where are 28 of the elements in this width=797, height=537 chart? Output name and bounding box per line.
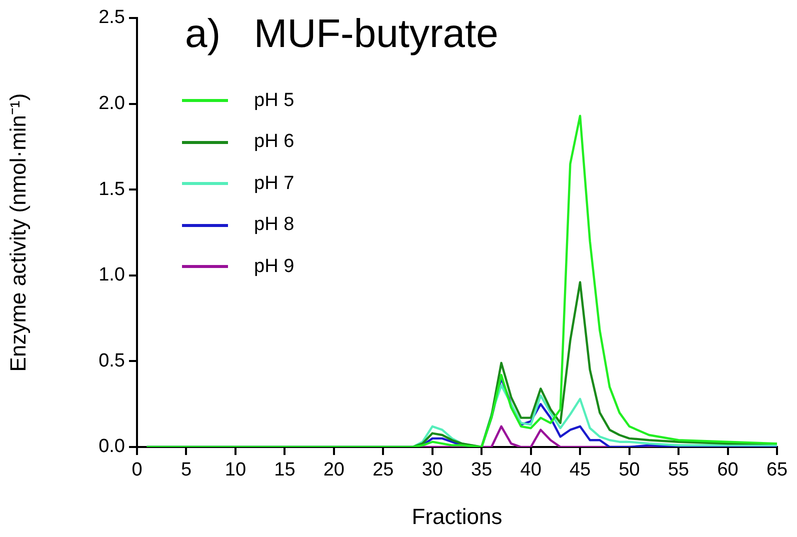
y-tick-label: 2.0 — [98, 93, 125, 114]
legend-label: pH 5 — [254, 90, 294, 112]
legend-label: pH 9 — [254, 256, 294, 278]
x-tick-label: 35 — [471, 460, 492, 481]
x-tick-label: 65 — [766, 460, 788, 481]
x-tick-label: 25 — [372, 460, 394, 481]
y-tick-label: 1.5 — [98, 178, 125, 200]
x-tick-label: 5 — [180, 460, 192, 481]
x-tick-label: 60 — [717, 460, 738, 481]
x-tick-label: 20 — [323, 460, 344, 481]
chart-title: a) MUF-butyrate — [185, 12, 498, 56]
x-tick-label: 55 — [668, 460, 690, 481]
x-tick-label: 15 — [274, 460, 296, 481]
x-tick-label: 50 — [618, 460, 640, 481]
legend-label: pH 6 — [254, 131, 294, 154]
y-axis-title: Enzyme activity (nmol·min⁻¹) — [5, 93, 30, 372]
x-tick-label: 40 — [520, 460, 542, 481]
x-tick-label: 10 — [224, 460, 246, 481]
y-tick-label: 1.0 — [98, 264, 125, 286]
x-axis-title: Fractions — [412, 504, 502, 529]
legend-label: pH 7 — [254, 172, 294, 195]
legend-label: pH 8 — [254, 214, 294, 236]
x-tick-label: 30 — [422, 460, 443, 481]
y-tick-label: 0.5 — [98, 350, 125, 372]
x-tick-label: 45 — [570, 460, 591, 481]
y-tick-label: 0.0 — [98, 436, 125, 458]
x-tick-label: 0 — [132, 460, 142, 481]
y-tick-label: 2.5 — [98, 7, 125, 28]
